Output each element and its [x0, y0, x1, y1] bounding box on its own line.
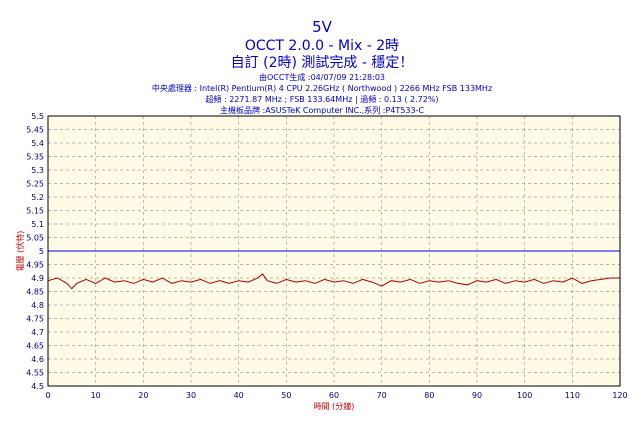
y-tick-label: 4.75 — [26, 315, 44, 324]
info-cpu: 中央處理器 : Intel(R) Pentium(R) 4 CPU 2.26GH… — [152, 83, 492, 93]
y-axis-label: 電壓 (伏特) — [15, 231, 25, 272]
y-tick-label: 5.05 — [26, 234, 44, 243]
x-tick-label: 80 — [424, 391, 434, 400]
y-tick-label: 5.4 — [31, 139, 44, 148]
y-tick-labels: 4.5 4.55 4.6 4.65 4.7 4.75 4.8 4.85 4.9 4.95 5 5.05… — [26, 112, 44, 391]
info-motherboard: 主機板品牌 :ASUSTeK Computer INC.,系列 :P4T533-… — [220, 105, 424, 115]
y-tick-label: 5 — [39, 247, 44, 256]
y-tick-label: 4.65 — [26, 342, 44, 351]
x-tick-label: 50 — [281, 391, 291, 400]
chart-subtitle: OCCT 2.0.0 - Mix - 2時 — [245, 38, 399, 54]
y-tick-label: 5.15 — [26, 207, 44, 216]
y-tick-label: 4.95 — [26, 261, 44, 270]
y-tick-label: 4.7 — [31, 328, 44, 337]
info-generated: 由OCCT生成 :04/07/09 21:28:03 — [259, 72, 385, 82]
x-tick-labels: 0 10 20 30 40 50 60 70 80 90 100 110 120 — [45, 391, 627, 400]
x-tick-label: 120 — [612, 391, 627, 400]
y-tick-label: 5.2 — [31, 193, 44, 202]
x-axis-label: 時間 (分鐘) — [314, 401, 355, 411]
series-lines — [47, 250, 620, 290]
x-tick-label: 0 — [45, 391, 50, 400]
y-tick-label: 5.45 — [26, 126, 44, 135]
series-line-1 — [47, 273, 620, 290]
x-tick-label: 30 — [186, 391, 196, 400]
plot-frame — [47, 115, 621, 387]
y-tick-label: 4.8 — [31, 301, 44, 310]
y-tick-label: 5.3 — [31, 166, 44, 175]
x-tick-label: 20 — [138, 391, 148, 400]
x-tick-label: 60 — [329, 391, 339, 400]
y-tick-label: 4.5 — [31, 382, 44, 391]
chart-title: 5V — [312, 18, 333, 36]
x-tick-label: 110 — [565, 391, 580, 400]
chart-status: 自訂 (2時) 測試完成 - 穩定！ — [231, 55, 414, 71]
y-tick-label: 5.1 — [31, 220, 44, 229]
y-tick-label: 5.35 — [26, 153, 44, 162]
x-tick-label: 40 — [234, 391, 244, 400]
y-tick-label: 4.6 — [31, 355, 44, 364]
x-tick-label: 100 — [517, 391, 532, 400]
y-tick-label: 5.25 — [26, 180, 44, 189]
x-tick-label: 90 — [472, 391, 482, 400]
y-tick-label: 4.55 — [26, 369, 44, 378]
info-overclock: 超頻 : 2271.87 MHz ; FSB 133.64MHz | 過頻 : … — [205, 94, 438, 104]
y-tick-label: 5.5 — [31, 112, 44, 121]
y-tick-label: 4.9 — [31, 274, 44, 283]
y-tick-label: 4.85 — [26, 288, 44, 297]
x-tick-label: 70 — [377, 391, 387, 400]
x-tick-label: 10 — [91, 391, 101, 400]
